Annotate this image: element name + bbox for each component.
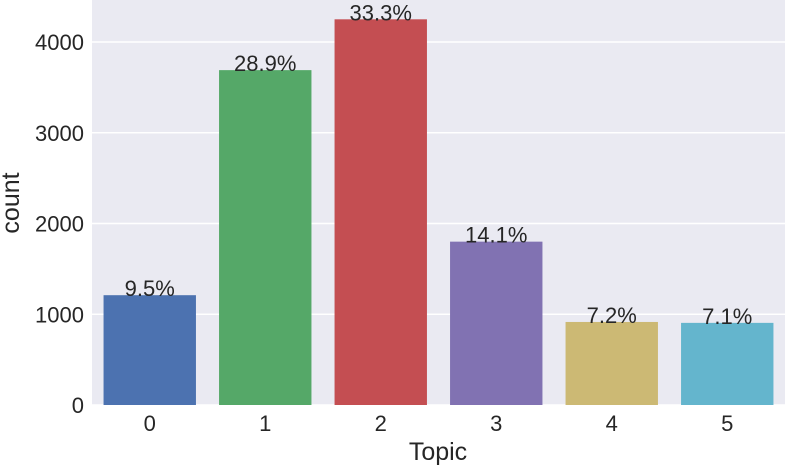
x-tick-label-3: 3: [490, 411, 502, 436]
y-tick-label-1000: 1000: [35, 302, 84, 327]
y-tick-label-3000: 3000: [35, 121, 84, 146]
bar-topic-4: [565, 321, 658, 405]
y-tick-label-0: 0: [72, 393, 84, 418]
x-tick-label-5: 5: [721, 411, 733, 436]
x-tick-label-0: 0: [144, 411, 156, 436]
bars-group: [103, 19, 774, 405]
x-tick-label-2: 2: [375, 411, 387, 436]
bar-topic-0: [103, 295, 196, 405]
y-tick-label-2000: 2000: [35, 212, 84, 237]
data-label-topic-1: 28.9%: [234, 51, 296, 76]
data-label-topic-4: 7.2%: [587, 303, 637, 328]
data-label-topic-0: 9.5%: [125, 276, 175, 301]
data-label-topic-5: 7.1%: [702, 304, 752, 329]
x-tick-label-4: 4: [606, 411, 618, 436]
bar-topic-2: [334, 19, 427, 405]
y-tick-labels: 0 1000 2000 3000 4000: [35, 30, 84, 418]
x-axis-label: Topic: [409, 438, 467, 466]
bar-topic-3: [450, 241, 543, 405]
data-label-topic-3: 14.1%: [465, 223, 527, 248]
bar-topic-5: [681, 322, 774, 405]
gridlines: [92, 41, 785, 406]
x-tick-label-1: 1: [259, 411, 271, 436]
plot-background: [92, 0, 785, 405]
data-label-topic-2: 33.3%: [350, 0, 412, 25]
bar-topic-1: [219, 70, 312, 405]
y-tick-label-4000: 4000: [35, 30, 84, 55]
x-tick-labels: 0 1 2 3 4 5: [144, 411, 734, 436]
y-axis-label: count: [0, 172, 25, 233]
data-labels: 9.5% 28.9% 33.3% 14.1% 7.2% 7.1%: [125, 0, 753, 329]
